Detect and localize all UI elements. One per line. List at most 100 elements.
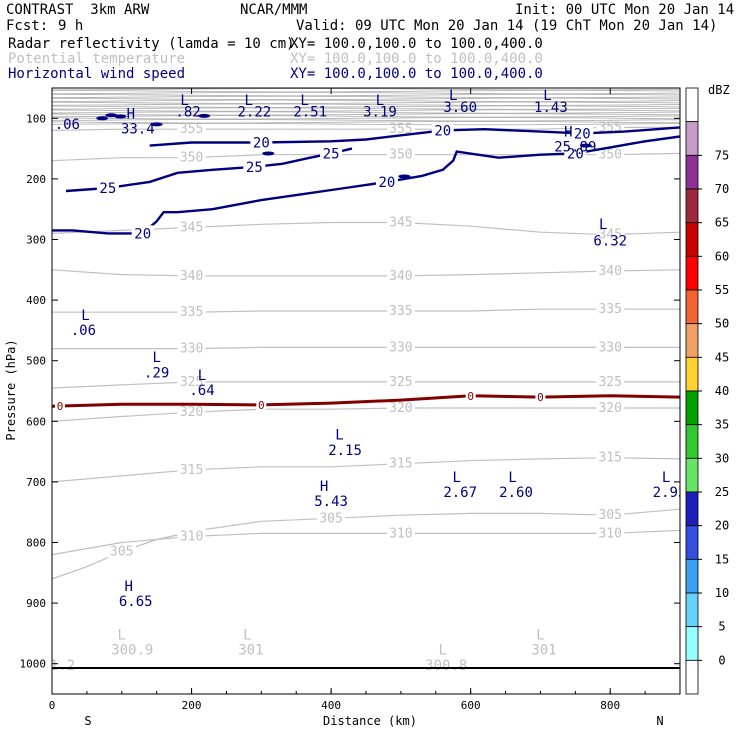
extremum-label: .82 xyxy=(175,104,200,120)
theta-label-mask xyxy=(596,301,625,316)
forecast-value: 9 h xyxy=(58,18,84,34)
theta-label-mask xyxy=(386,373,415,388)
y-tick-label: 100 xyxy=(26,112,46,125)
extremum-label: L xyxy=(245,93,253,109)
theta-label-mask xyxy=(177,373,206,388)
wind-core-marker xyxy=(105,113,118,118)
colorbar-swatch xyxy=(685,659,699,695)
colorbar-tick-label: 75 xyxy=(715,148,729,162)
reflectivity-contour-label: 0 xyxy=(258,399,265,412)
colorbar-unit: dBZ xyxy=(708,83,730,97)
theta-contour-label: 315 xyxy=(180,463,203,478)
wind-core-marker xyxy=(262,151,275,156)
theta-contour-upper xyxy=(52,113,680,116)
theta-label-mask xyxy=(177,267,206,282)
theta-contour-label: 305 xyxy=(598,508,621,523)
colorbar-swatch xyxy=(685,558,699,594)
colorbar-tick-label: 60 xyxy=(715,249,729,263)
colorbar-tick-label: 45 xyxy=(715,350,729,364)
model-title: CONTRAST 3km ARW xyxy=(6,2,150,18)
wind-contour-label: 25 xyxy=(246,160,263,176)
colorbar-swatch xyxy=(685,626,699,661)
theta-contour-upper xyxy=(52,99,680,103)
theta-contour-310 xyxy=(52,529,680,556)
theta-label-mask xyxy=(596,226,625,241)
extremum-label: L xyxy=(243,627,251,643)
theta-contour-upper xyxy=(52,115,680,118)
extremum-label: L xyxy=(662,470,670,486)
south-label: S xyxy=(84,714,91,728)
wind-core-marker xyxy=(114,114,127,119)
theta-contour-320 xyxy=(52,407,680,422)
theta-contour-label: 330 xyxy=(598,340,621,355)
extremum-label: H xyxy=(125,579,133,595)
theta-contour-upper xyxy=(52,103,680,106)
theta-label-mask xyxy=(177,149,206,164)
wind-contour-label: 20 xyxy=(253,136,270,152)
theta-label-mask xyxy=(177,304,206,319)
reflectivity-label-mask xyxy=(465,389,476,401)
y-axis-label: Pressure (hPa) xyxy=(4,339,18,440)
wind-core-marker xyxy=(579,143,592,148)
theta-contour-upper xyxy=(52,97,680,101)
theta-label-mask xyxy=(596,449,625,464)
theta-label-mask xyxy=(386,399,415,414)
wind-label-mask xyxy=(250,134,273,149)
wind-label-mask xyxy=(375,173,398,188)
field-name-reflectivity: Radar reflectivity (lamda = 10 cm) xyxy=(8,36,295,52)
theta-contour-335 xyxy=(52,308,680,313)
theta-contour-label: 355 xyxy=(180,122,203,137)
extremum-label: 25.89 xyxy=(554,140,596,156)
wind-contour-label: 20 xyxy=(567,146,584,162)
theta-contour-upper xyxy=(52,111,680,114)
colorbar-swatch xyxy=(685,154,699,190)
wind-label-mask xyxy=(131,225,154,240)
theta-label-mask xyxy=(386,303,415,318)
colorbar-tick-label: 40 xyxy=(715,384,729,398)
colorbar-swatch xyxy=(685,188,699,224)
extremum-label: 301 xyxy=(238,643,263,659)
colorbar-tick-label: 50 xyxy=(715,317,729,331)
colorbar-swatch xyxy=(685,491,699,527)
theta-contour-upper xyxy=(52,91,680,95)
theta-contour-upper xyxy=(52,107,680,110)
theta-contour-label: 350 xyxy=(389,148,412,163)
field-xy-wind: XY= 100.0,100.0 to 100.0,400.0 xyxy=(290,66,543,82)
theta-contour-label: 320 xyxy=(389,401,412,416)
theta-contour-upper xyxy=(52,105,680,108)
colorbar-tick-label: 70 xyxy=(715,182,729,196)
extremum-label: .06 xyxy=(71,323,96,339)
theta-contour-upper xyxy=(52,93,680,97)
theta-contour-label: 350 xyxy=(598,148,621,163)
wind-core-marker xyxy=(398,174,411,179)
theta-contour-label: 330 xyxy=(180,342,203,357)
theta-contour-label: 305 xyxy=(319,511,342,526)
x-tick-label: 0 xyxy=(49,699,56,712)
colorbar-swatch xyxy=(685,424,699,459)
wind-label-mask xyxy=(564,145,587,160)
extremum-label: L xyxy=(81,308,89,324)
wind-contour-label: 25 xyxy=(99,181,116,197)
extremum-label: 2.60 xyxy=(499,485,533,501)
theta-contour-340 xyxy=(52,269,680,277)
colorbar-tick-label: 15 xyxy=(715,552,729,566)
theta-contour-upper xyxy=(52,119,680,122)
colorbar-tick-label: 20 xyxy=(715,519,729,533)
theta-label-mask xyxy=(386,525,415,540)
theta-contour-label: 310 xyxy=(180,529,203,544)
theta-contour-label: 320 xyxy=(180,405,203,420)
x-tick-label: 400 xyxy=(321,699,341,712)
theta-label-mask xyxy=(177,219,206,234)
extremum-label: L xyxy=(599,217,607,233)
extremum-label: 300.8 xyxy=(425,658,467,674)
extremum-label: 2.15 xyxy=(328,443,362,459)
extremum-label: L xyxy=(180,93,188,109)
colorbar-swatch xyxy=(685,289,699,325)
field-name-theta: Potential temperature xyxy=(8,51,186,67)
colorbar-tick-label: 30 xyxy=(715,451,729,465)
theta-contour-label: 345 xyxy=(598,228,621,243)
wind-contour-label: 20 xyxy=(134,226,151,242)
theta-contour-label: 340 xyxy=(598,264,621,279)
theta-label-mask xyxy=(596,119,625,134)
